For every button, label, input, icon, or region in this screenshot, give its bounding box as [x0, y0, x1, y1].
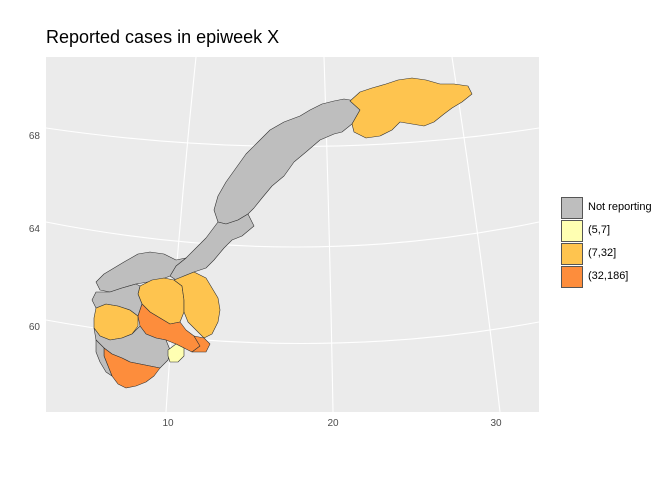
region-vestfold [167, 343, 185, 363]
x-axis: 10 20 30 [162, 418, 502, 429]
y-tick-label: 64 [29, 224, 41, 235]
x-tick-label: 10 [162, 418, 174, 429]
graticule-lon-10 [165, 56, 197, 413]
map-title: Reported cases in epiweek X [46, 27, 280, 47]
legend-item-not-reporting: Not reporting [561, 197, 671, 220]
legend-swatch [561, 220, 583, 242]
y-axis: 68 64 60 [29, 131, 41, 333]
region-finnmark [349, 77, 473, 139]
legend-swatch [561, 266, 583, 288]
legend-label: (5,7] [588, 224, 611, 236]
x-tick-label: 20 [327, 418, 339, 429]
graticule-lon-30 [451, 56, 501, 413]
legend-label: (32,186] [588, 270, 629, 282]
legend-item-5-7: (5,7] [561, 220, 671, 243]
legend-item-32-186: (32,186] [561, 266, 671, 289]
map-legend: Not reporting (5,7] (7,32] (32,186] [561, 197, 671, 289]
legend-swatch [561, 243, 583, 265]
legend-label: (7,32] [588, 247, 617, 259]
legend-label: Not reporting [588, 201, 652, 213]
graticule-lat-64 [45, 221, 540, 248]
norway-regions [91, 77, 473, 389]
y-tick-label: 60 [29, 322, 41, 333]
legend-swatch [561, 197, 583, 219]
legend-item-7-32: (7,32] [561, 243, 671, 266]
y-tick-label: 68 [29, 131, 41, 142]
region-trondelag [169, 213, 255, 281]
x-tick-label: 30 [490, 418, 502, 429]
region-ostfold [191, 335, 211, 353]
region-south-tip [95, 339, 113, 377]
region-hedmark [173, 271, 221, 339]
